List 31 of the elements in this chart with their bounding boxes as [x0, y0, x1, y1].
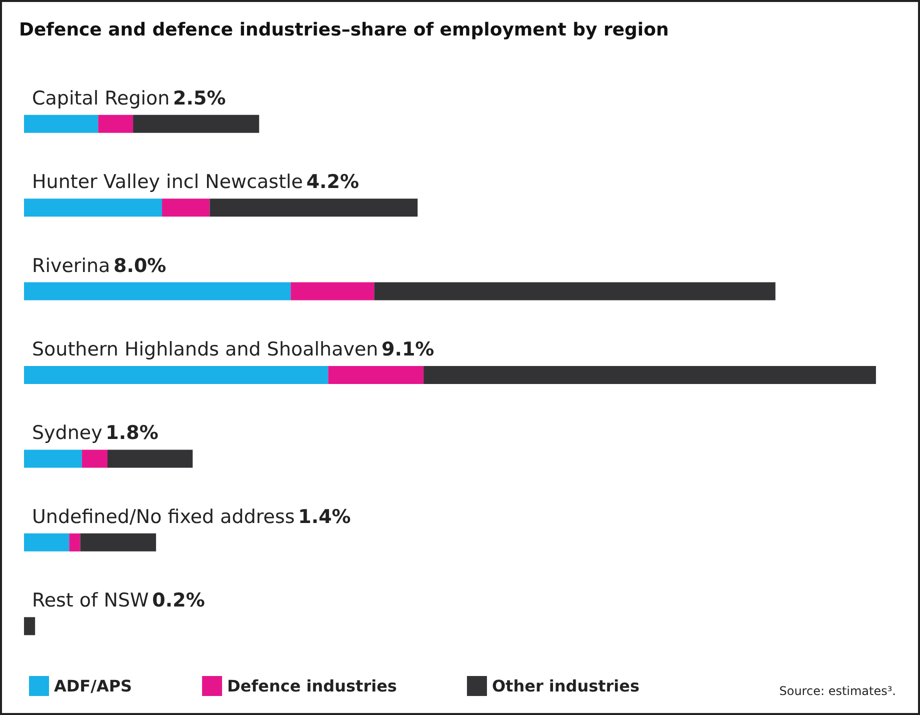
y-tick-label: Sydney 1.8%: [32, 422, 158, 444]
legend-label: Defence industries: [227, 676, 397, 696]
y-tick-label: Riverina 8.0%: [32, 254, 166, 277]
bar: [24, 366, 328, 384]
bar: [80, 533, 156, 552]
bar: [24, 198, 162, 217]
bar: [328, 366, 424, 384]
bar: [82, 450, 108, 468]
y-tick-label: Southern Highlands and Shoalhaven 9.1%: [32, 338, 434, 360]
bar: [24, 114, 98, 133]
bar: [107, 450, 193, 468]
bar: [98, 114, 134, 133]
source-note: Source: estimates³.: [779, 684, 896, 698]
legend-label: Other industries: [492, 676, 640, 696]
bar: [210, 198, 418, 217]
bar: [133, 114, 260, 133]
bar: [24, 533, 70, 552]
bar: [424, 366, 876, 384]
bar: [290, 282, 374, 300]
bar: [374, 282, 776, 300]
bar: [24, 282, 291, 300]
bar: [162, 198, 210, 217]
y-tick-label: Rest of NSW 0.2%: [32, 590, 205, 612]
bar: [69, 533, 80, 552]
y-tick-label: Capital Region 2.5%: [32, 87, 226, 110]
legend-label: ADF/APS: [54, 676, 132, 696]
y-tick-label: Hunter Valley incl Newcastle 4.2%: [32, 171, 360, 194]
y-tick-label: Undefined/No fixed address 1.4%: [32, 506, 351, 528]
chart-title: Defence and defence industries–share of employment by region: [19, 20, 669, 40]
bar: [24, 617, 36, 636]
bar: [24, 450, 82, 468]
